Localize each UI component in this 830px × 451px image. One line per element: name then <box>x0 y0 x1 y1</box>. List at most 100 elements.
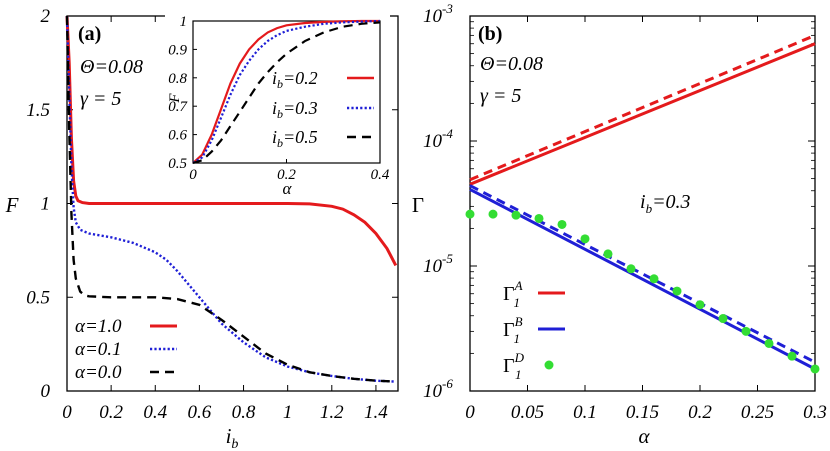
param-theta: Θ=0.08 <box>480 53 543 75</box>
inset-y-tick-label: 0.7 <box>168 99 188 115</box>
series-line-dashed <box>469 184 816 364</box>
inset-legend-sub: b <box>277 136 283 150</box>
x-tick-label: 0.2 <box>99 402 123 423</box>
inset-legend-main: i <box>272 98 277 118</box>
panel-label: (a) <box>78 23 101 45</box>
inset-y-axis-label: F <box>167 93 183 104</box>
x-tick-label: 0.3 <box>803 402 827 423</box>
x-tick-label: 0 <box>62 402 72 423</box>
y-tick-base: 10 <box>423 6 443 27</box>
data-point <box>718 314 728 324</box>
y-tick-exponent: -5 <box>442 251 453 266</box>
y-tick-label: 10-6 <box>423 376 453 402</box>
legend-sup: D <box>514 350 525 365</box>
panel-a-inset: 0 0.2 0.40.50.60.70.80.91αFib=0.2ib=0.3ib=… <box>165 10 390 198</box>
inset-x-tick-label: 0 <box>189 167 197 183</box>
x-axis-label-sub: b <box>231 437 238 451</box>
param-theta: Θ=0.08 <box>80 56 143 78</box>
x-tick-label: 1.4 <box>364 402 388 423</box>
x-axis-label: ib <box>226 424 239 451</box>
x-tick-label: 0.6 <box>188 402 212 423</box>
data-point <box>534 213 544 223</box>
inset-background <box>165 10 390 196</box>
x-tick-label: 0.15 <box>626 402 659 423</box>
data-point <box>695 300 705 310</box>
legend-main: Γ <box>503 355 515 377</box>
inset-legend-rest: =0.3 <box>283 98 318 118</box>
y-tick-label: 0 <box>41 381 51 402</box>
y-tick-base: 10 <box>423 131 443 152</box>
inset-legend-main: i <box>272 68 277 88</box>
x-tick-label: 0.05 <box>511 402 544 423</box>
x-axis-label-main: i <box>226 424 232 448</box>
inset-legend-rest: =0.5 <box>283 127 318 147</box>
inset-legend-sub: b <box>277 107 283 121</box>
inset-legend-sub: b <box>277 77 283 91</box>
panel-a: 0 0.2 0.4 0.6 0.8 1 1.2 1.400.511.52ibF(a)Θ=0.0… <box>5 6 399 451</box>
data-point <box>672 286 682 296</box>
series-line-dashed <box>65 15 396 383</box>
inset-legend-label: ib=0.2 <box>272 68 318 91</box>
x-tick-label: 0.25 <box>741 402 774 423</box>
inset-legend-main: i <box>272 127 277 147</box>
x-tick-label: 1 <box>283 402 293 423</box>
data-point <box>511 210 521 220</box>
inset-legend-rest: =0.2 <box>283 68 318 88</box>
inset-y-tick-label: 0.5 <box>168 156 187 172</box>
series-line-dotted <box>65 15 396 383</box>
legend-sup: A <box>514 278 523 293</box>
y-tick-exponent: -4 <box>442 126 453 141</box>
inset-x-axis-label: α <box>283 179 293 198</box>
y-tick-label: 1 <box>41 194 51 215</box>
y-axis-label: F <box>5 193 19 217</box>
series-line-solid <box>469 42 816 186</box>
inset-y-tick-label: 1 <box>180 14 188 30</box>
y-tick-exponent: -6 <box>442 376 453 391</box>
annotation-main: i <box>640 191 646 213</box>
x-tick-label: 0.2 <box>688 402 712 423</box>
legend-sub: 1 <box>514 331 521 346</box>
panel-label: (b) <box>478 23 502 45</box>
x-tick-label: 0.4 <box>143 402 167 423</box>
legend-label: α=1.0 <box>75 316 122 337</box>
legend-main: Γ <box>503 283 515 305</box>
y-tick-label: 10-4 <box>423 126 453 152</box>
legend-sub: 1 <box>515 367 522 382</box>
data-point <box>557 219 567 229</box>
data-point <box>787 351 797 361</box>
inset-y-tick-label: 0.6 <box>168 128 187 144</box>
y-tick-exponent: -3 <box>442 1 453 16</box>
param-gamma: γ = 5 <box>80 88 121 110</box>
data-point <box>649 274 659 284</box>
data-point <box>580 234 590 244</box>
series-line-dashed <box>469 34 816 182</box>
y-tick-label: 10-3 <box>423 1 453 27</box>
inset-series-line-dashed <box>192 21 381 165</box>
data-point <box>626 264 636 274</box>
y-axis-label: Γ <box>412 193 424 217</box>
data-point <box>465 209 475 219</box>
legend-label: ΓB 1 <box>503 314 523 346</box>
legend-label: α=0.0 <box>75 362 122 383</box>
x-tick-label: 0.8 <box>232 402 256 423</box>
y-tick-base: 10 <box>423 381 443 402</box>
inset-y-tick-label: 0.8 <box>168 71 187 87</box>
y-tick-base: 10 <box>423 256 443 277</box>
legend-sub: 1 <box>514 295 521 310</box>
annotation-ib: ib=0.3 <box>640 191 691 216</box>
y-tick-label: 2 <box>41 6 51 27</box>
data-point <box>810 364 820 374</box>
inset-series-line-solid <box>192 19 380 164</box>
data-point <box>764 338 774 348</box>
x-tick-label: 0.1 <box>573 402 597 423</box>
legend-sup: B <box>515 314 523 329</box>
data-point <box>741 326 751 336</box>
y-tick-label: 10-5 <box>423 251 453 277</box>
param-gamma: γ = 5 <box>480 85 521 107</box>
legend-main: Γ <box>503 319 515 341</box>
inset-legend-label: ib=0.3 <box>272 98 318 121</box>
series-line-solid <box>65 15 398 267</box>
inset-x-tick-label: 0.4 <box>371 167 390 183</box>
series-line-solid <box>469 188 816 371</box>
legend-swatch <box>544 360 554 370</box>
